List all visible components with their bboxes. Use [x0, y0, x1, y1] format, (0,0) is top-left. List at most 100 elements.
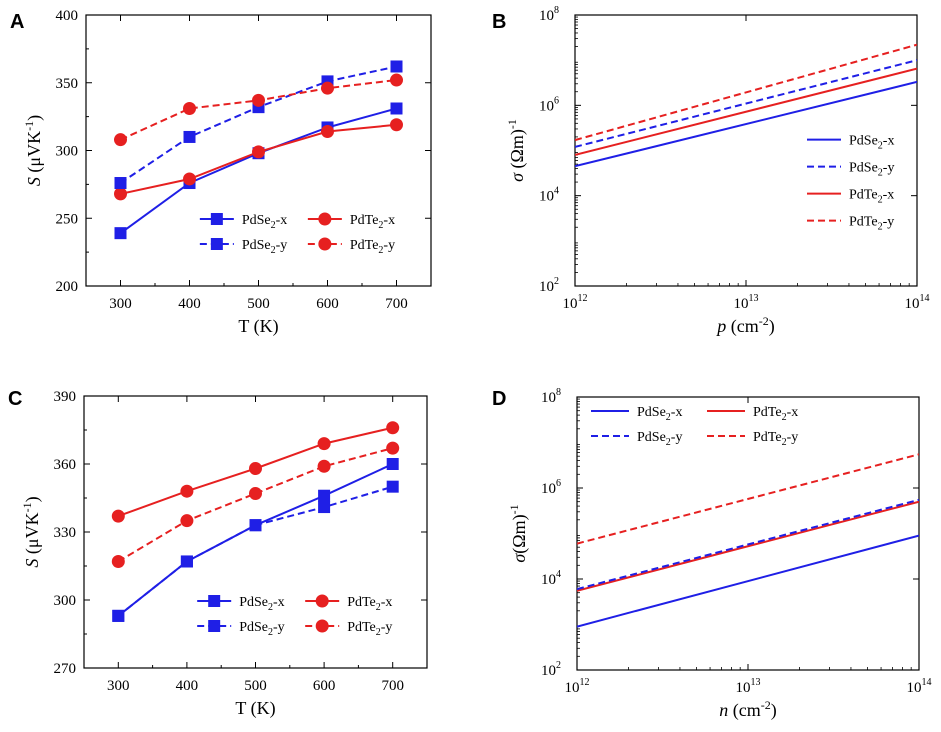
series-line-PdSe2-y: [575, 59, 917, 148]
data-point-PdTe2-y: [111, 554, 125, 568]
data-point-PdTe2-x: [252, 145, 265, 159]
series-line-PdTe2-x: [575, 67, 917, 156]
data-point-PdSe2-x: [318, 489, 331, 502]
panel-D: D 1012 1013 1014 102 104 106 108 n (cm-2) σ(Ωm)-1…: [492, 387, 932, 721]
legend-label-PdSe2-y: PdSe2-y: [239, 620, 284, 638]
panel-letter: C: [8, 388, 22, 410]
x-tick-label: 1013: [734, 293, 759, 312]
data-point-PdTe2-x: [111, 509, 125, 523]
y-axis-label: S (μVK-1): [22, 115, 45, 186]
legend-label-PdTe2-y: PdTe2-y: [753, 430, 798, 448]
legend-marker-PdTe2-x: [318, 212, 332, 226]
y-tick-label: 250: [56, 211, 79, 227]
legend-label-PdSe2-x: PdSe2-x: [849, 134, 894, 152]
data-point-PdTe2-y: [321, 81, 334, 95]
y-axis-label: σ(Ωm)-1: [507, 504, 530, 562]
data-point-PdTe2-y: [252, 93, 265, 107]
data-point-PdSe2-y: [112, 609, 125, 622]
data-point-PdSe2-y: [386, 480, 399, 493]
x-tick-label: 500: [244, 678, 267, 694]
y-tick-label: 106: [539, 95, 559, 114]
data-point-PdTe2-x: [386, 421, 400, 435]
data-point-PdTe2-y: [180, 514, 194, 528]
x-tick-label: 400: [178, 296, 201, 312]
data-point-PdTe2-y: [249, 486, 262, 500]
x-axis-label: n (cm-2): [719, 698, 776, 721]
x-tick-label: 600: [316, 296, 339, 312]
data-point-PdTe2-y: [317, 459, 331, 473]
data-point-PdTe2-x: [114, 187, 127, 201]
y-tick-label: 108: [541, 387, 561, 406]
data-point-PdSe2-x: [386, 458, 399, 470]
legend-label-PdTe2-y: PdTe2-y: [347, 620, 392, 638]
data-point-PdTe2-x: [390, 118, 403, 132]
data-point-PdSe2-y: [180, 555, 193, 568]
x-axis-label: T (K): [235, 698, 275, 719]
series-line-PdSe2-x: [575, 80, 917, 168]
y-tick-label: 330: [54, 525, 77, 541]
series-group: [577, 453, 919, 628]
legend-marker-PdTe2-x: [315, 594, 329, 608]
y-tick-label: 390: [54, 389, 77, 405]
x-tick-label: 700: [381, 678, 404, 694]
data-point-PdTe2-x: [317, 437, 331, 451]
data-point-PdSe2-y: [249, 519, 262, 532]
x-tick-label: 300: [109, 296, 132, 312]
data-point-PdSe2-y: [183, 130, 196, 143]
panel-C: C 300 400 500 600 700 270 300 330 360 390 T (K) S (μ…: [8, 388, 428, 719]
data-point-PdTe2-y: [390, 73, 403, 87]
data-point-PdTe2-x: [321, 125, 334, 139]
y-tick-label: 350: [56, 76, 79, 92]
legend: PdSe2-x PdTe2-x PdSe2-y PdTe2-y: [197, 594, 392, 638]
plot-frame: [576, 396, 920, 671]
x-tick-label: 500: [247, 296, 270, 312]
legend-label-PdTe2-x: PdTe2-x: [849, 188, 894, 206]
x-tick-label: 400: [176, 678, 199, 694]
y-tick-label: 104: [541, 569, 561, 588]
legend: PdSe2-x PdTe2-x PdSe2-y PdTe2-y: [199, 212, 395, 256]
x-tick-label: 1012: [565, 677, 590, 696]
y-tick-label: 300: [56, 144, 79, 160]
data-point-PdSe2-y: [318, 501, 331, 514]
legend-label-PdSe2-x: PdSe2-x: [637, 405, 682, 423]
series-line-PdTe2-y: [575, 43, 917, 142]
y-axis-label: S (μVK-1): [20, 496, 43, 567]
legend: PdSe2-x PdTe2-x PdSe2-y PdTe2-y: [591, 405, 798, 448]
y-tick-label: 106: [541, 478, 561, 497]
series-line-PdTe2-x: [120, 123, 397, 195]
legend-marker-PdTe2-y: [318, 237, 332, 251]
y-tick-label: 270: [54, 661, 77, 677]
legend-label-PdSe2-x: PdSe2-x: [239, 595, 284, 613]
y-tick-label: 102: [541, 660, 561, 679]
legend-label-PdTe2-x: PdTe2-x: [347, 595, 392, 613]
legend-marker-PdSe2-x: [210, 213, 223, 225]
x-tick-label: 300: [107, 678, 130, 694]
legend-label-PdTe2-x: PdTe2-x: [350, 213, 395, 231]
y-tick-label: 400: [56, 8, 79, 24]
x-tick-label: 1014: [905, 293, 930, 312]
legend-label-PdSe2-x: PdSe2-x: [242, 213, 287, 231]
x-tick-label: 600: [313, 678, 336, 694]
legend-marker-PdSe2-y: [210, 238, 223, 250]
legend-marker-PdTe2-y: [315, 619, 329, 633]
series-line-PdSe2-y: [577, 498, 919, 591]
panel-A: A 300 400 500 600 700 200 250 300 350 400 T (K) S (μ…: [10, 8, 432, 337]
plot-frame: [574, 14, 918, 287]
data-point-PdSe2-y: [114, 177, 127, 190]
legend-marker-PdSe2-y: [208, 620, 221, 632]
y-tick-label: 300: [54, 593, 77, 609]
y-tick-label: 200: [56, 279, 79, 295]
panel-B: B 1012 1013 1014 102 104 106 108 p (cm-2) σ (Ωm)-…: [492, 5, 930, 337]
series-group: [575, 43, 917, 168]
legend: PdSe2-x PdSe2-y PdTe2-x PdTe2-y: [807, 134, 894, 233]
legend-label-PdTe2-y: PdTe2-y: [849, 215, 894, 233]
panel-letter: D: [492, 388, 506, 410]
y-axis-label: σ (Ωm)-1: [505, 119, 528, 182]
x-axis-label: p (cm-2): [715, 314, 774, 337]
series-line-PdSe2-x: [577, 534, 919, 628]
x-tick-label: 1013: [736, 677, 761, 696]
legend-label-PdSe2-y: PdSe2-y: [849, 161, 894, 179]
y-tick-label: 360: [54, 457, 77, 473]
data-point-PdSe2-x: [114, 227, 127, 240]
y-tick-label: 108: [539, 5, 559, 24]
